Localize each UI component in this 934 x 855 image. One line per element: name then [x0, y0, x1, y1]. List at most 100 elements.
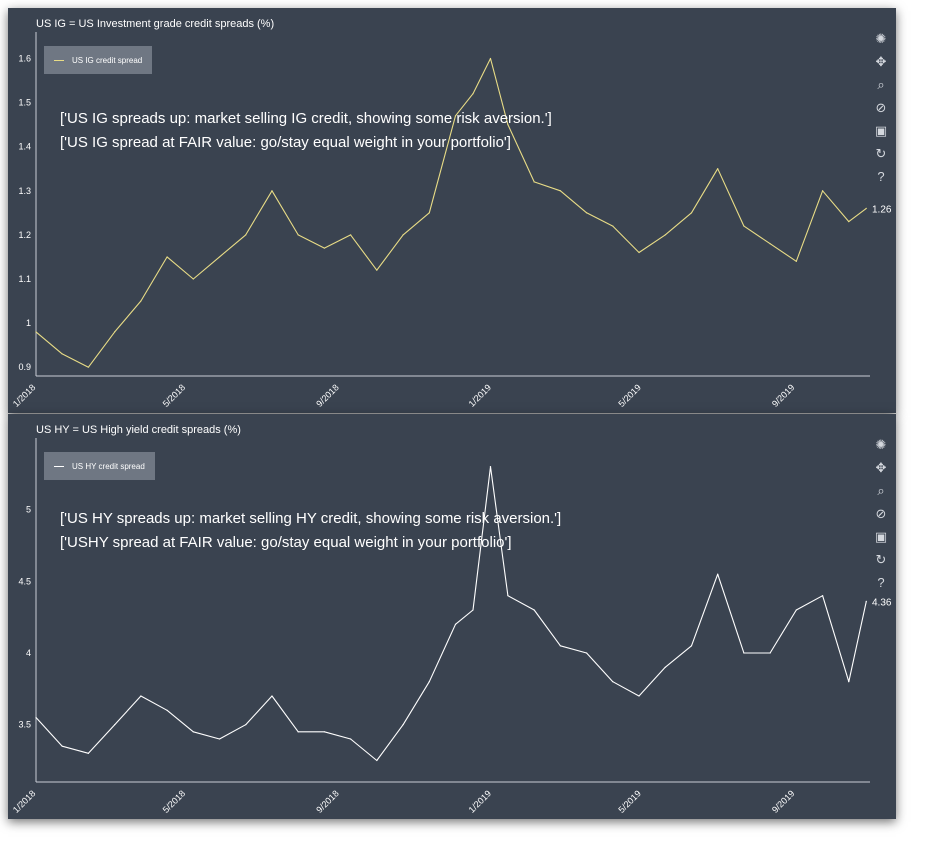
data-point [192, 278, 194, 280]
x-tick-label: 1/2018 [11, 382, 38, 409]
data-point [245, 724, 247, 726]
hy-chart: 3.5 4 4.5 5 1/2018 5/2018 9/2018 1/2019 5/2019 9/… [11, 438, 892, 815]
x-tick-label: 5/2018 [161, 788, 188, 815]
data-point [271, 695, 273, 697]
series-line [35, 57, 867, 368]
reset-axes-icon[interactable]: ⊘ [875, 100, 887, 115]
hy-chart-panel: 3.5 4 4.5 5 1/2018 5/2018 9/2018 1/2019 5/2019 9/… [8, 414, 896, 819]
data-point [795, 260, 797, 262]
data-point [612, 681, 614, 683]
x-tick-label: 9/2019 [770, 382, 797, 409]
move-icon[interactable]: ✥ [875, 54, 887, 69]
data-point [664, 666, 666, 668]
data-point [612, 225, 614, 227]
data-point [61, 353, 63, 355]
data-point [454, 115, 457, 117]
refresh-icon[interactable]: ↻ [875, 552, 887, 567]
ig-legend-swatch [54, 59, 64, 61]
zoom-icon[interactable]: ⌕ [877, 77, 885, 92]
data-point [35, 331, 37, 333]
data-point [585, 212, 588, 214]
data-point [114, 331, 116, 333]
x-tick-label: 9/2018 [314, 382, 341, 409]
y-tick-label: 4 [26, 648, 31, 658]
ig-toolbar: ✺ ✥ ⌕ ⊘ ▣ ↻ ? [872, 30, 890, 186]
data-point [35, 716, 37, 719]
x-tick-label: 9/2019 [770, 788, 797, 815]
data-point [533, 609, 535, 611]
data-point [428, 681, 430, 683]
data-point [690, 212, 693, 214]
x-tick-label: 5/2019 [616, 788, 643, 815]
ig-chart-panel: 0.9 1 1.1 1.2 1.3 1.4 1.5 1.6 1/2018 5/2018 9/2018… [8, 8, 896, 413]
hy-legend-label: US HY credit spread [72, 461, 145, 471]
ig-chart: 0.9 1 1.1 1.2 1.3 1.4 1.5 1.6 1/2018 5/2018 9/2018… [11, 32, 892, 409]
data-point [114, 724, 116, 726]
data-point [87, 752, 90, 754]
data-point [717, 573, 719, 575]
save-icon[interactable]: ▣ [874, 529, 888, 544]
data-point [350, 738, 352, 740]
data-point [87, 366, 90, 368]
ig-chart-title: US IG = US Investment grade credit sprea… [36, 18, 275, 30]
ig-annotation-1: ['US IG spreads up: market selling IG cr… [60, 110, 552, 127]
y-tick-label: 1.2 [18, 230, 31, 240]
data-point [585, 652, 588, 654]
y-tick-label: 1.6 [18, 53, 31, 63]
data-point [454, 623, 457, 625]
y-tick-label: 1.3 [18, 186, 31, 196]
help-icon[interactable]: ? [877, 575, 885, 590]
save-icon[interactable]: ▣ [874, 123, 888, 138]
zoom-icon[interactable]: ⌕ [877, 483, 885, 498]
data-point [245, 234, 247, 236]
y-tick-label: 0.9 [18, 362, 31, 372]
data-point [507, 595, 509, 597]
ig-annotation-2: ['US IG spread at FAIR value: go/stay eq… [60, 134, 511, 151]
data-point [769, 652, 771, 654]
data-point [297, 731, 299, 733]
data-point [140, 695, 142, 697]
ig-legend[interactable]: US IG credit spread [44, 46, 153, 74]
data-point [472, 93, 474, 95]
logo-icon[interactable]: ✺ [875, 437, 887, 452]
y-tick-label: 1.4 [18, 142, 31, 152]
y-tick-label: 1.1 [18, 274, 31, 284]
data-point [865, 600, 867, 602]
data-point [323, 731, 326, 733]
y-tick-label: 5 [26, 505, 31, 515]
data-point [61, 745, 63, 747]
data-point [489, 466, 492, 468]
y-tick-label: 1 [26, 318, 31, 328]
data-point [821, 595, 824, 597]
data-point [192, 731, 194, 733]
y-tick-label: 3.5 [18, 720, 31, 730]
x-tick-label: 1/2019 [467, 788, 494, 815]
data-point [376, 759, 378, 762]
data-point [271, 190, 273, 192]
data-point [795, 609, 797, 611]
move-icon[interactable]: ✥ [875, 460, 887, 475]
data-point [821, 190, 824, 192]
data-point [717, 168, 719, 170]
hy-legend[interactable]: US HY credit spread [44, 452, 155, 480]
reset-axes-icon[interactable]: ⊘ [875, 506, 887, 521]
data-point [664, 234, 666, 236]
refresh-icon[interactable]: ↻ [875, 146, 887, 161]
x-tick-label: 5/2018 [161, 382, 188, 409]
data-point [743, 652, 745, 654]
data-point [166, 256, 168, 258]
data-point [559, 645, 561, 647]
data-point [507, 124, 509, 126]
series-line [35, 466, 867, 762]
hy-annotation-2: ['USHY spread at FAIR value: go/stay equ… [60, 534, 512, 551]
help-icon[interactable]: ? [877, 169, 885, 184]
hy-legend-swatch [54, 465, 64, 467]
y-tick-label: 1.5 [18, 98, 31, 108]
data-point [323, 247, 326, 249]
data-point [297, 234, 299, 236]
y-tick-label: 4.5 [18, 576, 31, 586]
x-tick-label: 1/2018 [11, 788, 38, 815]
data-point [402, 234, 404, 236]
logo-icon[interactable]: ✺ [875, 31, 887, 46]
data-point [402, 724, 404, 726]
